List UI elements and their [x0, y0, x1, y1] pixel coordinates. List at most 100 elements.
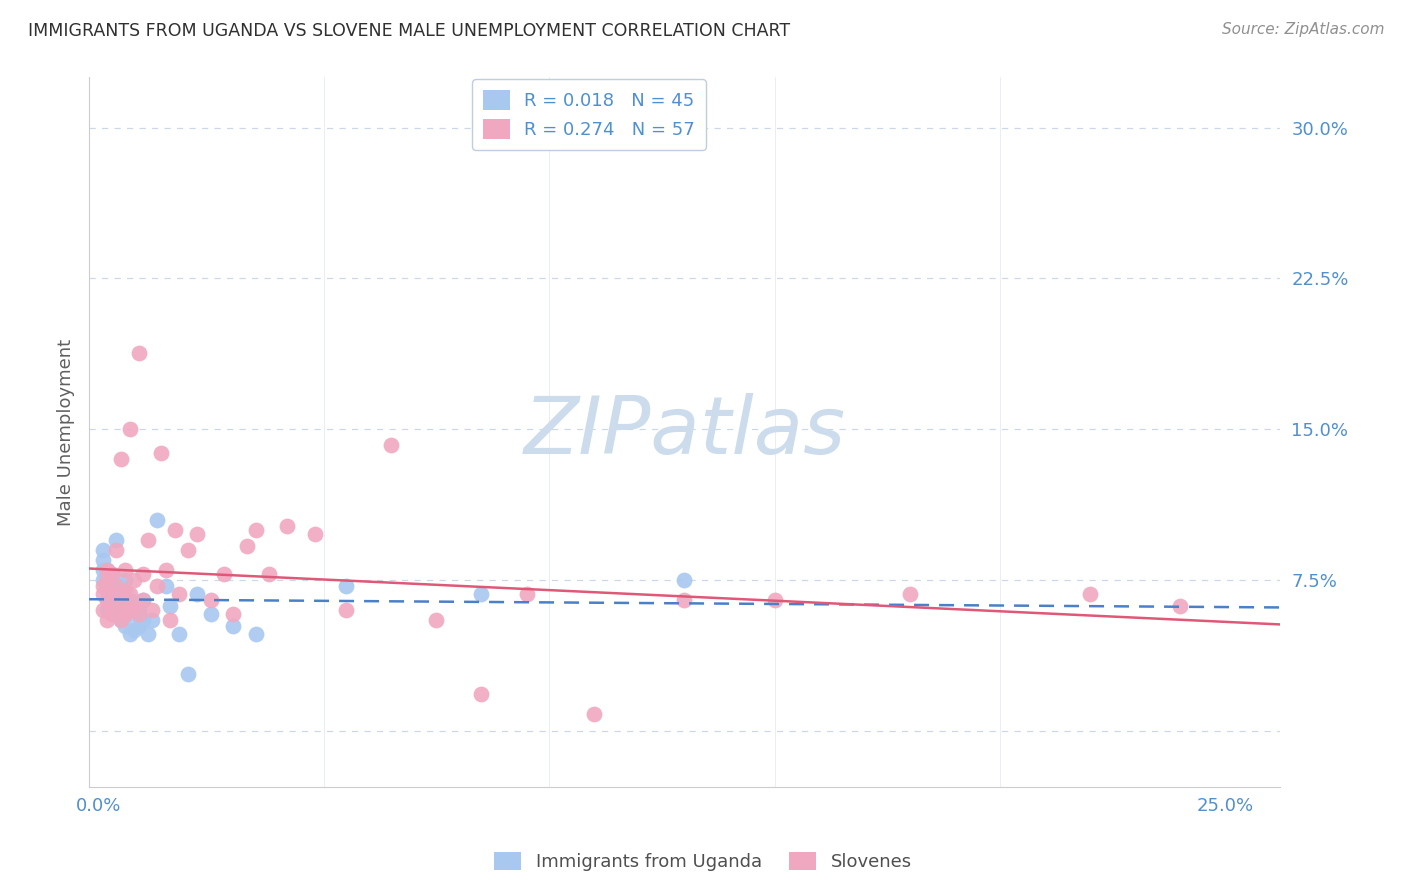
Text: ZIPatlas: ZIPatlas	[523, 393, 845, 471]
Point	[128, 607, 150, 621]
Point	[259, 566, 281, 581]
Legend: Immigrants from Uganda, Slovenes: Immigrants from Uganda, Slovenes	[486, 845, 920, 879]
Point	[132, 593, 155, 607]
Point	[114, 619, 136, 633]
Point	[91, 553, 114, 567]
Point	[114, 582, 136, 597]
Point	[128, 619, 150, 633]
Point	[100, 587, 122, 601]
Point	[122, 607, 145, 621]
Y-axis label: Male Unemployment: Male Unemployment	[58, 339, 75, 525]
Point	[110, 579, 132, 593]
Point	[96, 603, 118, 617]
Point	[114, 607, 136, 621]
Point	[96, 573, 118, 587]
Point	[136, 533, 159, 547]
Point	[118, 627, 141, 641]
Point	[110, 452, 132, 467]
Point	[91, 587, 114, 601]
Point	[91, 579, 114, 593]
Point	[96, 593, 118, 607]
Point	[118, 603, 141, 617]
Text: Source: ZipAtlas.com: Source: ZipAtlas.com	[1222, 22, 1385, 37]
Point	[1078, 587, 1101, 601]
Point	[118, 587, 141, 601]
Point	[91, 573, 114, 587]
Point	[110, 593, 132, 607]
Point	[245, 627, 267, 641]
Point	[91, 563, 114, 577]
Point	[96, 593, 118, 607]
Point	[898, 587, 921, 601]
Point	[763, 593, 786, 607]
Point	[91, 542, 114, 557]
Legend: R = 0.018   N = 45, R = 0.274   N = 57: R = 0.018 N = 45, R = 0.274 N = 57	[472, 79, 706, 150]
Point	[105, 599, 128, 613]
Point	[673, 593, 696, 607]
Point	[96, 582, 118, 597]
Point	[335, 603, 357, 617]
Point	[114, 563, 136, 577]
Point	[186, 526, 208, 541]
Point	[110, 603, 132, 617]
Point	[236, 539, 259, 553]
Point	[96, 563, 118, 577]
Point	[276, 518, 298, 533]
Point	[100, 579, 122, 593]
Point	[141, 613, 163, 627]
Point	[167, 627, 190, 641]
Point	[110, 613, 132, 627]
Point	[177, 542, 200, 557]
Point	[132, 613, 155, 627]
Point	[128, 603, 150, 617]
Point	[114, 607, 136, 621]
Point	[105, 599, 128, 613]
Point	[100, 607, 122, 621]
Point	[110, 587, 132, 601]
Point	[155, 563, 177, 577]
Point	[222, 619, 245, 633]
Point	[159, 599, 181, 613]
Point	[114, 573, 136, 587]
Point	[673, 573, 696, 587]
Point	[100, 593, 122, 607]
Point	[105, 533, 128, 547]
Point	[136, 627, 159, 641]
Point	[96, 573, 118, 587]
Point	[105, 607, 128, 621]
Point	[91, 603, 114, 617]
Point	[128, 345, 150, 359]
Point	[122, 623, 145, 637]
Point	[150, 446, 173, 460]
Point	[186, 587, 208, 601]
Point	[380, 438, 402, 452]
Point	[167, 587, 190, 601]
Point	[122, 573, 145, 587]
Point	[200, 593, 222, 607]
Point	[155, 579, 177, 593]
Text: IMMIGRANTS FROM UGANDA VS SLOVENE MALE UNEMPLOYMENT CORRELATION CHART: IMMIGRANTS FROM UGANDA VS SLOVENE MALE U…	[28, 22, 790, 40]
Point	[100, 587, 122, 601]
Point	[132, 593, 155, 607]
Point	[100, 566, 122, 581]
Point	[145, 579, 167, 593]
Point	[96, 613, 118, 627]
Point	[141, 603, 163, 617]
Point	[100, 566, 122, 581]
Point	[470, 587, 492, 601]
Point	[200, 607, 222, 621]
Point	[583, 707, 606, 722]
Point	[118, 593, 141, 607]
Point	[118, 422, 141, 436]
Point	[304, 526, 326, 541]
Point	[159, 613, 181, 627]
Point	[515, 587, 537, 601]
Point	[163, 523, 186, 537]
Point	[122, 599, 145, 613]
Point	[110, 613, 132, 627]
Point	[1170, 599, 1192, 613]
Point	[425, 613, 447, 627]
Point	[132, 566, 155, 581]
Point	[105, 579, 128, 593]
Point	[470, 687, 492, 701]
